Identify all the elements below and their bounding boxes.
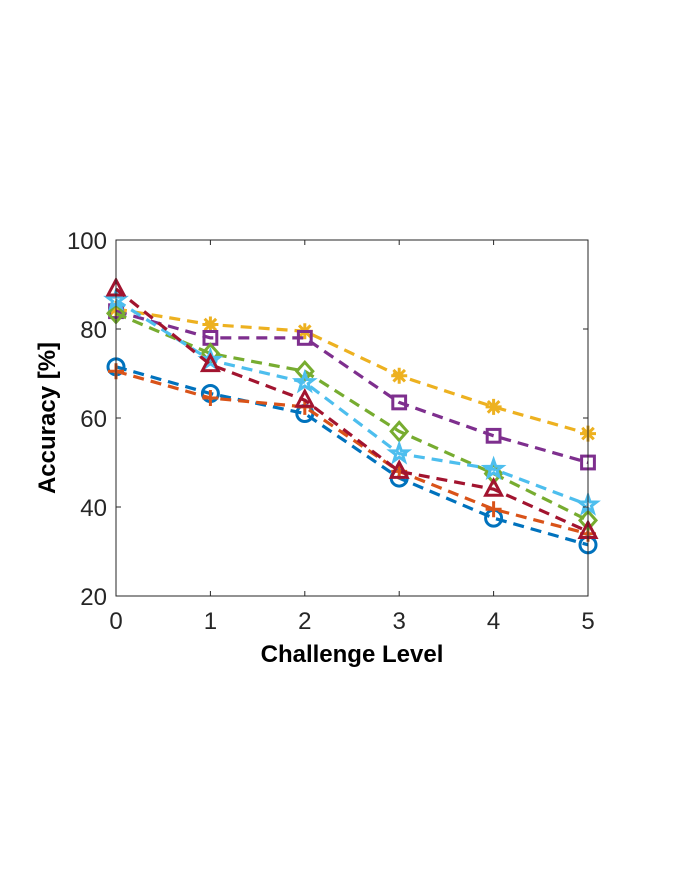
x-tick-label: 4 xyxy=(487,608,500,635)
data-point-triangle xyxy=(483,477,505,497)
data-point-star xyxy=(386,440,413,465)
y-tick-label: 100 xyxy=(67,228,107,255)
y-tick-label: 80 xyxy=(80,317,107,344)
plot-background xyxy=(116,240,588,596)
series-line xyxy=(115,365,589,547)
y-axis-title: Accuracy [%] xyxy=(34,342,61,494)
data-point-asterisk xyxy=(485,398,502,415)
data-point-triangle xyxy=(388,459,410,479)
x-tick-label: 2 xyxy=(298,608,311,635)
data-point-star xyxy=(291,368,318,394)
data-point-square xyxy=(391,394,408,411)
data-point-asterisk xyxy=(202,316,219,333)
ticks-layer: 0 1 2 3 4 5 20 40 60 80 100 xyxy=(67,228,595,635)
x-tick-label: 3 xyxy=(393,608,406,635)
data-point-star xyxy=(197,346,224,372)
data-point-plus xyxy=(202,389,219,406)
data-point-diamond xyxy=(294,360,315,383)
data-point-plus xyxy=(485,501,502,518)
y-tick-label: 20 xyxy=(80,584,107,611)
series-line xyxy=(115,307,589,436)
data-point-square xyxy=(485,427,502,444)
data-point-star xyxy=(480,455,507,481)
series-line xyxy=(115,309,589,465)
y-tick-label: 40 xyxy=(80,495,107,522)
y-tick-label: 60 xyxy=(80,406,107,433)
x-axis-title: Challenge Level xyxy=(261,641,444,668)
series-line xyxy=(115,369,589,536)
plot-area xyxy=(116,240,588,596)
data-point-triangle xyxy=(294,388,316,408)
x-tick-label: 5 xyxy=(581,608,594,635)
x-tick-label: 1 xyxy=(204,608,217,635)
data-point-triangle xyxy=(199,352,221,373)
data-point-square xyxy=(296,330,313,346)
series-line xyxy=(114,287,589,533)
data-point-asterisk xyxy=(391,367,408,384)
series-line xyxy=(115,311,589,522)
x-tick-label: 0 xyxy=(109,608,122,635)
